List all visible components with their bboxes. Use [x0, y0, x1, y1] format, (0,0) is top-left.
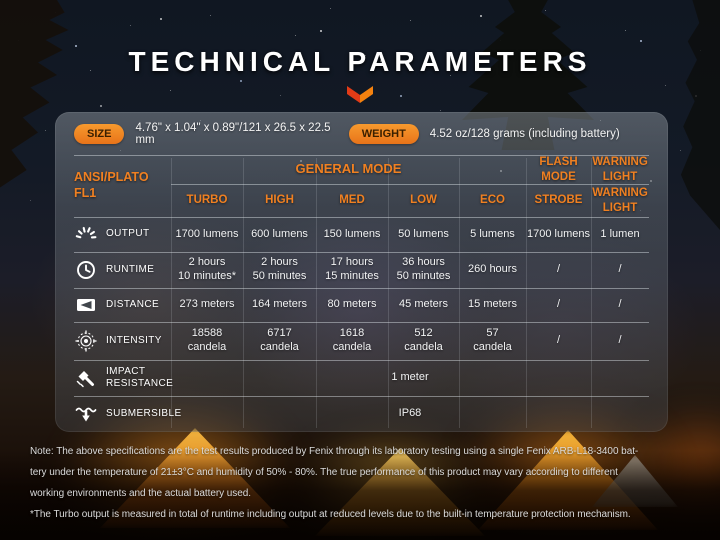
table-cell: 45 meters [399, 298, 448, 311]
row-divider [74, 396, 649, 397]
row-label-impact-resistance: IMPACT RESISTANCE [74, 360, 173, 396]
submersible-icon [75, 407, 97, 422]
table-cell: / [618, 263, 622, 276]
mode-header-eco: ECO [480, 194, 505, 207]
table-cell: / [556, 298, 561, 311]
table-cell: 1 lumen [600, 227, 640, 240]
weight-value: 4.52 oz/128 grams (including battery) [429, 127, 620, 140]
row-divider [74, 217, 649, 218]
mode-header-high: HIGH [265, 194, 294, 207]
down-chevron-icon [347, 86, 373, 103]
mode-header-strobe: STROBE [534, 194, 583, 207]
table-cell-span: 1 meter [391, 371, 429, 384]
table-cell: 2 hours 10 minutes* [177, 256, 237, 282]
table-cell: 1700 lumens [527, 227, 590, 240]
table-cell: / [618, 334, 622, 347]
column-divider [459, 158, 460, 428]
note-line: *The Turbo output is measured in total o… [30, 509, 631, 520]
table-cell: 2 hours 50 minutes [252, 256, 307, 282]
table-cell: 1700 lumens [175, 227, 239, 240]
table-cell: 5 lumens [470, 227, 515, 240]
note-line: tery under the temperature of 21±3°C and… [30, 467, 618, 478]
note-line: Note: The above specifications are the t… [30, 446, 639, 457]
table-cell: 150 lumens [323, 227, 381, 240]
parameters-table: ANSI/PLATO FL1 GENERAL MODE FLASH MODE W… [74, 155, 649, 432]
column-divider [316, 158, 317, 428]
light-output-icon [75, 226, 97, 238]
note-line: working environments and the actual batt… [30, 488, 252, 499]
table-cell: 18588 candela [187, 327, 227, 353]
warning-light-header: WARNING LIGHT [592, 156, 648, 183]
size-value: 4.76" x 1.04" x 0.89"/121 x 26.5 x 22.5 … [135, 121, 331, 146]
table-cell: 512 candela [404, 327, 443, 353]
row-label-output: OUTPUT [74, 217, 171, 252]
clock-icon [77, 261, 95, 279]
table-cell: 6717 candela [260, 327, 299, 353]
table-cell: 600 lumens [251, 227, 308, 240]
table-cell: / [556, 334, 561, 347]
row-divider [171, 184, 649, 185]
table-cell: 260 hours [468, 263, 517, 276]
table-cell: 57 candela [473, 327, 512, 353]
row-divider [74, 288, 649, 289]
table-cell: 1618 candela [332, 327, 372, 353]
row-label-runtime: RUNTIME [74, 252, 171, 288]
table-cell: 36 hours 50 minutes [396, 256, 451, 282]
row-label-submersible: SUBMERSIBLE [74, 396, 181, 432]
row-divider [74, 252, 649, 253]
size-badge: SIZE [74, 123, 125, 144]
table-cell: / [556, 263, 561, 276]
general-mode-header: GENERAL MODE [295, 161, 402, 177]
table-cell: 17 hours 15 minutes [325, 256, 379, 282]
table-cell: / [618, 298, 622, 311]
mode-header-warning-light: WARNING LIGHT [592, 187, 648, 214]
table-cell-span: IP68 [398, 407, 422, 420]
size-weight-row: SIZE 4.76" x 1.04" x 0.89"/121 x 26.5 x … [55, 112, 668, 155]
page-title: TECHNICAL PARAMETERS [128, 46, 592, 77]
table-cell: 273 meters [179, 298, 235, 311]
flash-mode-header: FLASH MODE [539, 156, 578, 183]
row-label-distance: DISTANCE [74, 288, 171, 322]
column-divider [171, 158, 172, 428]
hammer-impact-icon [76, 371, 94, 388]
column-divider [243, 158, 244, 428]
mode-header-low: LOW [410, 194, 437, 207]
table-cell: 15 meters [468, 298, 517, 311]
column-divider [388, 158, 389, 428]
row-divider [74, 360, 649, 361]
spec-panel: SIZE 4.76" x 1.04" x 0.89"/121 x 26.5 x … [55, 112, 668, 432]
corner-label: ANSI/PLATO FL1 [74, 170, 149, 200]
tree-silhouette-right [680, 0, 720, 230]
table-cell: 164 meters [251, 298, 308, 311]
weight-badge: WEIGHT [348, 123, 419, 144]
row-label-intensity: INTENSITY [74, 322, 171, 360]
footnotes: Note: The above specifications are the t… [30, 441, 694, 525]
column-divider [591, 158, 592, 428]
mode-header-med: MED [339, 194, 365, 207]
target-intensity-icon [75, 330, 97, 352]
mode-header-turbo: TURBO [186, 194, 228, 207]
table-cell: 80 meters [327, 298, 377, 311]
table-cell: 50 lumens [398, 227, 449, 240]
ground-shadow [0, 450, 720, 540]
row-divider [74, 322, 649, 323]
column-divider [526, 158, 527, 428]
row-divider [74, 155, 649, 156]
beam-distance-icon [77, 299, 95, 311]
